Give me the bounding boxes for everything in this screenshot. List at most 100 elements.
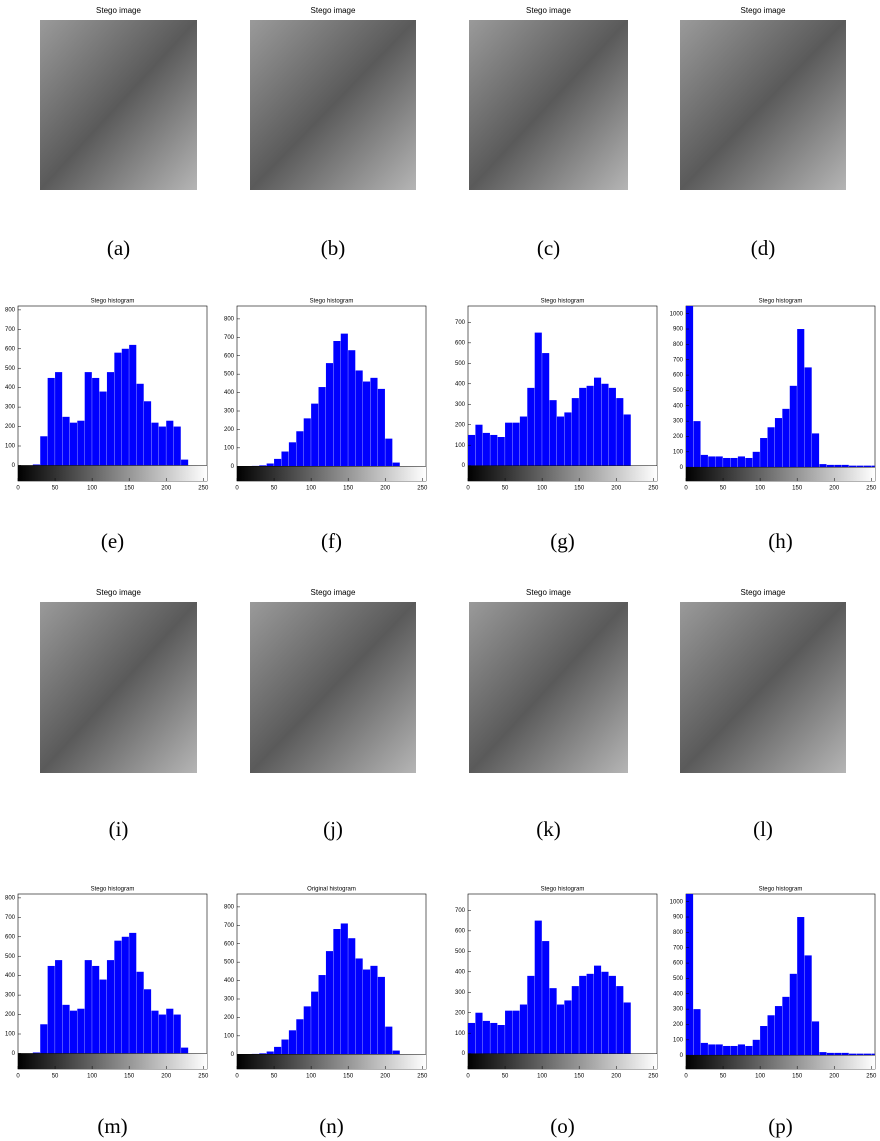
y-tick-label: 700 xyxy=(673,357,684,363)
bar xyxy=(355,370,363,467)
y-tick-label: 400 xyxy=(673,403,684,409)
caption: (o) xyxy=(550,1114,575,1138)
chart-title: Stego histogram xyxy=(310,299,354,305)
y-tick-label: 100 xyxy=(673,1037,684,1043)
bar xyxy=(136,971,144,1054)
bar xyxy=(834,464,842,468)
x-tick-label: 150 xyxy=(792,486,803,492)
bar xyxy=(106,372,115,466)
y-tick-label: 600 xyxy=(5,346,16,352)
gray-colorbar xyxy=(18,465,207,481)
x-tick-label: 0 xyxy=(235,486,239,492)
x-tick-label: 100 xyxy=(87,486,98,492)
x-tick-label: 200 xyxy=(611,1074,622,1080)
bar xyxy=(55,960,63,1054)
bar xyxy=(760,1026,768,1056)
bar xyxy=(841,1052,849,1056)
bar xyxy=(871,465,875,468)
bar xyxy=(482,1020,490,1054)
bar xyxy=(77,1008,85,1054)
bar xyxy=(737,1044,745,1056)
bar xyxy=(77,420,85,466)
stego-image xyxy=(40,602,197,773)
gray-colorbar xyxy=(18,1053,207,1069)
gray-colorbar xyxy=(686,467,875,481)
bar xyxy=(136,383,144,466)
image-title: Stego image xyxy=(311,6,356,15)
x-tick-label: 50 xyxy=(502,486,509,492)
bar xyxy=(608,387,616,466)
y-tick-label: 300 xyxy=(5,993,16,999)
stego-image xyxy=(250,20,416,190)
y-tick-label: 200 xyxy=(224,427,235,433)
x-tick-label: 50 xyxy=(720,1074,727,1080)
y-tick-label: 700 xyxy=(455,320,466,326)
bar xyxy=(752,1039,760,1056)
bar xyxy=(782,996,790,1056)
y-tick-label: 600 xyxy=(224,941,235,947)
bar xyxy=(151,1010,159,1054)
y-tick-label: 300 xyxy=(673,419,684,425)
bar xyxy=(616,398,624,466)
bar xyxy=(708,456,716,468)
bar xyxy=(723,1045,731,1056)
x-tick-label: 250 xyxy=(417,1074,428,1080)
bar xyxy=(693,1009,701,1056)
bar xyxy=(797,329,805,468)
bar xyxy=(871,1053,875,1056)
bar xyxy=(745,1045,753,1056)
caption: (g) xyxy=(550,529,575,553)
x-tick-label: 50 xyxy=(271,1074,278,1080)
bar xyxy=(601,383,609,466)
y-tick-label: 500 xyxy=(224,960,235,966)
y-tick-label: 600 xyxy=(673,961,684,967)
x-tick-label: 0 xyxy=(684,486,688,492)
y-tick-label: 300 xyxy=(455,402,466,408)
bar xyxy=(804,955,812,1056)
bar xyxy=(385,438,393,467)
x-tick-label: 250 xyxy=(417,486,428,492)
bar xyxy=(92,377,100,466)
y-tick-label: 500 xyxy=(673,388,684,394)
bar xyxy=(348,938,356,1055)
bar xyxy=(173,1014,181,1054)
x-tick-label: 200 xyxy=(380,486,391,492)
bar xyxy=(737,456,745,468)
y-tick-label: 600 xyxy=(455,340,466,346)
bar xyxy=(527,387,535,466)
bar xyxy=(166,420,174,466)
x-tick-label: 100 xyxy=(755,1074,766,1080)
y-tick-label: 100 xyxy=(455,443,466,449)
bar xyxy=(826,464,834,468)
bar xyxy=(601,971,609,1054)
bar xyxy=(266,1051,274,1055)
x-tick-label: 200 xyxy=(380,1074,391,1080)
x-tick-label: 50 xyxy=(271,486,278,492)
bar xyxy=(730,1045,738,1056)
bar xyxy=(318,387,326,467)
bar xyxy=(318,975,326,1055)
bar xyxy=(303,418,311,467)
caption: (d) xyxy=(751,236,776,260)
bar xyxy=(849,1053,857,1056)
y-tick-label: 300 xyxy=(224,409,235,415)
bar xyxy=(363,381,371,467)
bar xyxy=(40,436,48,466)
x-tick-label: 250 xyxy=(648,486,659,492)
bar xyxy=(863,1053,871,1056)
bar xyxy=(475,424,483,466)
bar xyxy=(114,940,122,1054)
x-tick-label: 0 xyxy=(466,1074,470,1080)
y-tick-label: 600 xyxy=(673,373,684,379)
bar xyxy=(274,458,282,467)
y-tick-label: 100 xyxy=(673,449,684,455)
bar xyxy=(181,459,189,466)
x-tick-label: 150 xyxy=(343,1074,354,1080)
y-tick-label: 500 xyxy=(224,372,235,378)
bar xyxy=(468,434,476,466)
bar xyxy=(274,1046,282,1055)
bar xyxy=(715,456,723,468)
bar xyxy=(99,391,107,466)
bar xyxy=(259,1053,267,1055)
bar xyxy=(468,1022,476,1054)
